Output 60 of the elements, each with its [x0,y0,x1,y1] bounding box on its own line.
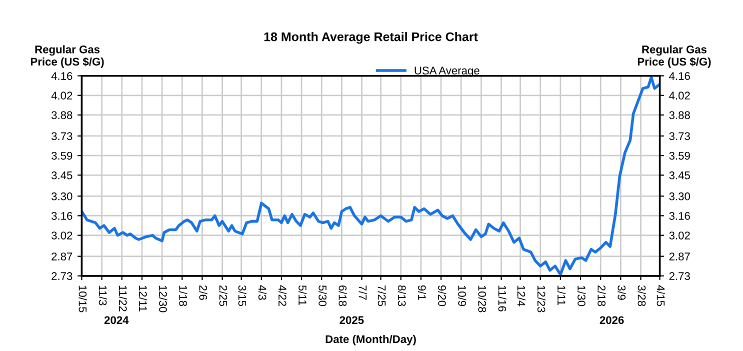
x-tick-label: 8/13 [398,285,406,306]
x-tick-label: 2/6 [199,285,208,300]
y-tick-label: 2.87 [52,252,72,260]
y-tick-label: 4.02 [51,92,72,100]
x-tick-label: 9/1 [418,285,426,300]
x-tick-label: 11/3 [98,286,107,306]
x-tick-label: 2/18 [598,285,606,306]
x-tick-label: 3/15 [238,285,246,306]
y2-tick-label: 2.87 [669,252,690,260]
x-tick-label: 4/3 [258,285,267,300]
x-tick-label: 5/11 [298,285,307,306]
x-tick-label: 10/9 [458,286,466,306]
y2-tick-label: 4.16 [669,72,690,80]
x-tick-label: 1/30 [578,286,586,306]
x-tick-label: 10/15 [78,286,87,312]
text: 2025 [340,316,364,324]
x-tick-label: 3/9 [618,285,626,300]
x-tick-label: 11/22 [118,286,128,312]
y2-tick-label: 3.45 [669,171,690,180]
y-axis-title: Regular Gas Price (US $/G) [30,45,104,68]
y2-tick-label: 3.88 [669,111,690,120]
x-tick-label: 7/25 [378,285,386,306]
y-tick-label: 3.16 [52,212,72,220]
y2-tick-label: 3.30 [669,192,690,200]
chart-title: 18 Month Average Retail Price Chart [264,32,478,44]
x-tick-label: 7/7 [358,285,367,300]
x-tick-label: 3/28 [638,285,646,306]
legend-label: USA Average [414,66,480,77]
y2-tick-label: 2.73 [669,272,690,280]
y2-tick-label: 3.16 [669,212,690,220]
x-tick-label: 12/23 [537,286,546,312]
y-tick-label: 3.88 [52,111,72,120]
text: 2026 [600,316,624,324]
x-tick-label: 5/30 [318,285,327,306]
y-tick-label: 3.02 [52,232,72,240]
x-tick-label: 12/4 [517,286,526,306]
x-tick-label: 1/18 [179,286,188,306]
y-tick-label: 4.16 [51,72,72,80]
text: 2024 [104,316,129,324]
y2-tick-label: 3.73 [669,132,690,140]
y2-tick-label: 3.59 [669,152,690,160]
x-tick-label: 4/22 [278,285,287,306]
x-axis-title: Date (Month/Day) [326,334,416,346]
x-tick-label: 10/28 [478,286,486,312]
x-tick-label: 12/11 [138,286,148,312]
y-tick-label: 3.73 [52,132,72,140]
x-tick-label: 1/11 [557,286,566,306]
y2-tick-label: 3.02 [669,232,690,240]
y2-tick-label: 4.02 [669,92,690,100]
y-tick-label: 3.30 [52,192,72,200]
x-tick-label: 2/25 [219,285,228,306]
y-tick-label: 3.59 [52,152,72,160]
x-tick-label: 11/16 [498,286,506,312]
x-tick-label: 4/15 [656,285,665,306]
x-tick-label: 9/20 [438,285,446,306]
x-tick-label: 6/18 [338,285,347,306]
y-tick-label: 2.73 [52,272,72,280]
y-tick-label: 3.45 [52,171,72,180]
y2-axis-title: Regular Gas Price (US $/G) [638,45,711,68]
x-tick-label: 12/30 [159,286,168,312]
